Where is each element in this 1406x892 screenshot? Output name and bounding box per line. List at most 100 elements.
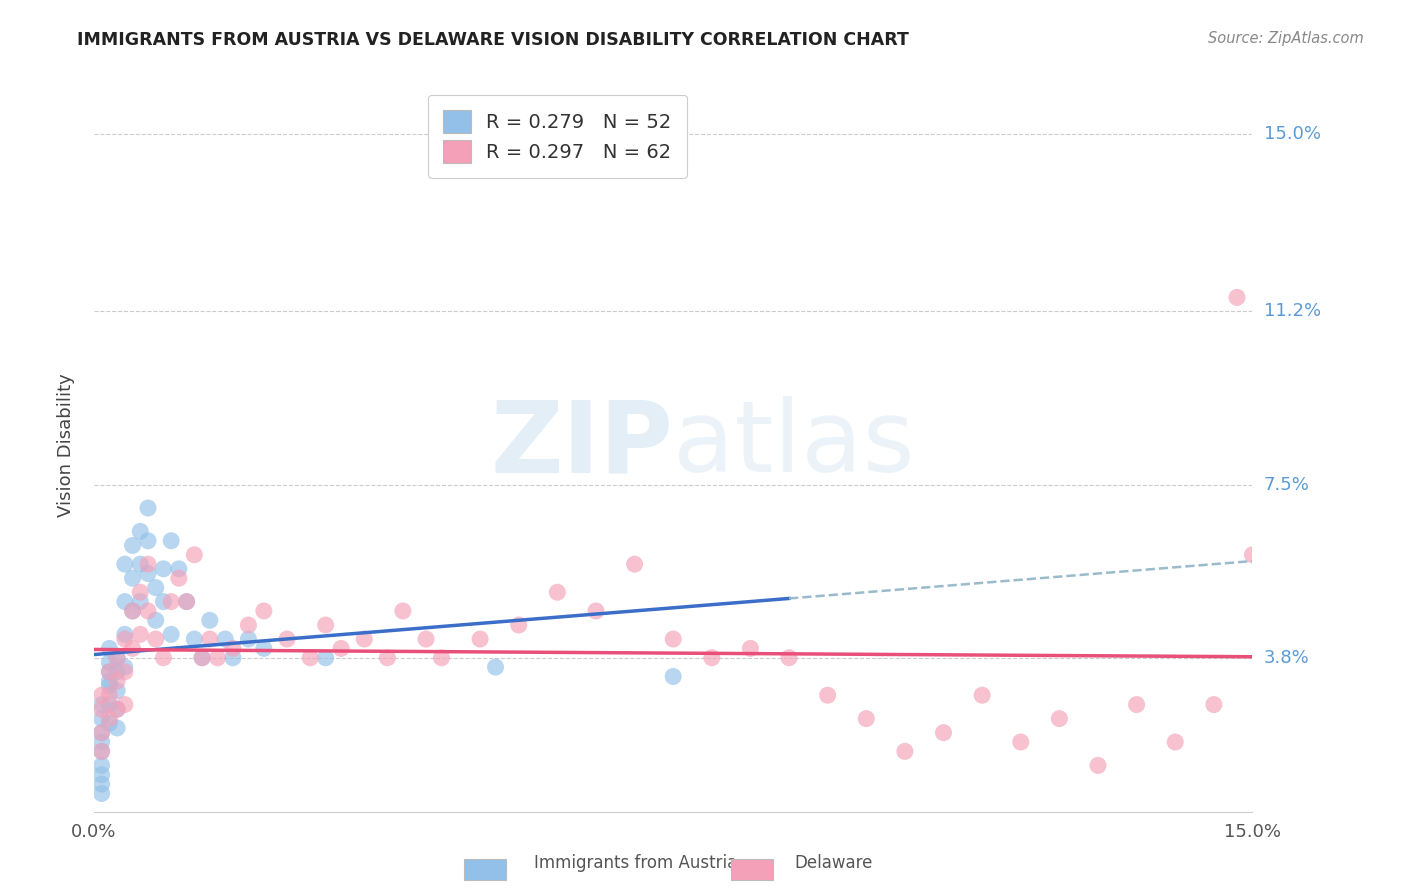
Point: [114, 594, 136, 608]
Point: [176, 594, 198, 608]
Point: [114, 632, 136, 646]
Point: [1047, 712, 1070, 726]
Point: [176, 594, 198, 608]
Point: [114, 698, 136, 712]
Point: [238, 618, 260, 632]
Point: [1164, 735, 1187, 749]
Point: [152, 650, 174, 665]
Point: [855, 712, 877, 726]
Point: [129, 557, 152, 571]
Point: [105, 721, 128, 735]
Point: [98, 674, 121, 689]
Point: [129, 627, 152, 641]
Point: [129, 585, 152, 599]
Point: [136, 501, 159, 516]
Point: [167, 571, 190, 585]
Point: [430, 650, 453, 665]
Point: [90, 758, 112, 772]
Point: [932, 725, 955, 739]
Point: [98, 656, 121, 670]
Point: [585, 604, 607, 618]
Point: [90, 735, 112, 749]
Point: [145, 632, 167, 646]
Point: [105, 674, 128, 689]
Point: [114, 660, 136, 674]
Point: [98, 716, 121, 731]
Text: ZIP: ZIP: [491, 396, 673, 493]
Point: [121, 604, 143, 618]
Point: [392, 604, 415, 618]
Point: [121, 571, 143, 585]
Text: 7.5%: 7.5%: [1264, 475, 1309, 493]
Point: [415, 632, 437, 646]
Point: [508, 618, 530, 632]
Point: [90, 712, 112, 726]
Point: [198, 632, 221, 646]
Point: [353, 632, 375, 646]
Point: [105, 665, 128, 679]
Point: [90, 777, 112, 791]
Point: [90, 725, 112, 739]
Text: Immigrants from Austria: Immigrants from Austria: [534, 855, 738, 872]
Point: [121, 538, 143, 552]
Point: [468, 632, 491, 646]
Point: [121, 604, 143, 618]
Point: [114, 665, 136, 679]
Point: [129, 524, 152, 539]
Point: [90, 725, 112, 739]
Point: [546, 585, 568, 599]
Point: [183, 548, 205, 562]
Point: [160, 594, 183, 608]
Point: [222, 641, 245, 656]
Point: [98, 698, 121, 712]
Point: [191, 650, 214, 665]
Point: [315, 618, 337, 632]
Point: [121, 641, 143, 656]
Point: [191, 650, 214, 665]
Point: [198, 613, 221, 627]
Point: [105, 650, 128, 665]
Point: [129, 594, 152, 608]
Point: [105, 650, 128, 665]
Point: [1202, 698, 1225, 712]
Point: [484, 660, 506, 674]
Point: [145, 613, 167, 627]
Point: [315, 650, 337, 665]
Text: 11.2%: 11.2%: [1264, 302, 1320, 320]
Point: [894, 744, 917, 758]
Point: [778, 650, 800, 665]
Text: Delaware: Delaware: [794, 855, 873, 872]
Point: [90, 744, 112, 758]
Point: [136, 604, 159, 618]
Point: [299, 650, 322, 665]
Text: Source: ZipAtlas.com: Source: ZipAtlas.com: [1208, 31, 1364, 46]
Point: [136, 566, 159, 581]
Point: [98, 679, 121, 693]
Point: [1226, 290, 1249, 304]
Point: [152, 594, 174, 608]
Point: [1241, 548, 1264, 562]
Point: [90, 688, 112, 702]
Text: atlas: atlas: [673, 396, 915, 493]
Point: [90, 698, 112, 712]
Point: [152, 562, 174, 576]
Point: [1010, 735, 1032, 749]
Point: [377, 650, 399, 665]
Point: [105, 683, 128, 698]
Point: [98, 712, 121, 726]
Point: [90, 744, 112, 758]
Point: [623, 557, 645, 571]
Text: 15.0%: 15.0%: [1264, 125, 1320, 143]
Point: [253, 604, 276, 618]
Point: [330, 641, 353, 656]
Text: 3.8%: 3.8%: [1264, 648, 1309, 666]
Point: [167, 562, 190, 576]
Point: [145, 581, 167, 595]
Point: [207, 650, 229, 665]
Point: [105, 702, 128, 716]
Point: [222, 650, 245, 665]
Legend: R = 0.279   N = 52, R = 0.297   N = 62: R = 0.279 N = 52, R = 0.297 N = 62: [427, 95, 688, 178]
Point: [1087, 758, 1109, 772]
Point: [972, 688, 994, 702]
Point: [98, 665, 121, 679]
